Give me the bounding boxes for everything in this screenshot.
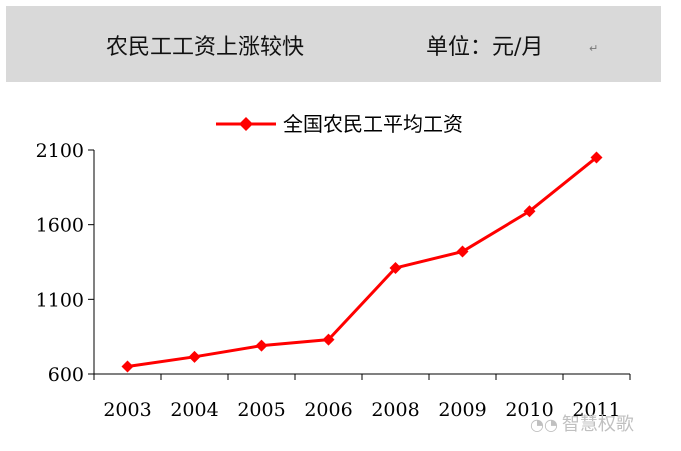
data-point	[590, 151, 603, 164]
data-point	[255, 339, 268, 352]
data-point	[188, 350, 201, 363]
y-tick-label: 1100	[36, 289, 84, 311]
x-tick-label: 2009	[438, 399, 486, 421]
y-tick-label: 2100	[36, 140, 84, 162]
y-tick-label: 600	[48, 364, 84, 386]
data-point	[523, 205, 536, 218]
title-banner: 农民工工资上涨较快 单位：元/月 ↵	[6, 6, 661, 82]
x-tick-label: 2010	[505, 399, 553, 421]
legend-label: 全国农民工平均工资	[283, 112, 463, 136]
axes	[93, 150, 630, 375]
x-tick-label: 2006	[304, 399, 352, 421]
y-tick-label: 1600	[36, 215, 84, 237]
wechat-icon: ◔◔	[530, 415, 558, 434]
x-tick-label: 2003	[103, 399, 151, 421]
series-line	[127, 156, 598, 369]
x-tick-label: 2004	[170, 399, 218, 421]
paragraph-mark: ↵	[589, 42, 599, 55]
x-tick-label: 2011	[572, 399, 620, 421]
x-tick-label: 2008	[371, 399, 419, 421]
data-point	[456, 245, 469, 258]
data-point	[389, 261, 402, 274]
series-group	[121, 151, 603, 373]
x-tick-label: 2005	[237, 399, 285, 421]
unit-label: 单位：元/月	[426, 35, 544, 60]
y-axis-ticks: 600 1100 1600 2100	[36, 140, 94, 386]
data-point	[121, 360, 134, 373]
legend: 全国农民工平均工资	[216, 112, 463, 136]
watermark: ◔◔ 智慧权歌	[530, 410, 634, 436]
data-point	[322, 333, 335, 346]
watermark-text: 智慧权歌	[561, 414, 634, 435]
x-axis-ticks: 2003 2004 2005 2006 2008 2009 2010 2011	[93, 374, 631, 421]
chart-title: 农民工工资上涨较快	[106, 35, 305, 60]
legend-marker	[239, 117, 253, 131]
